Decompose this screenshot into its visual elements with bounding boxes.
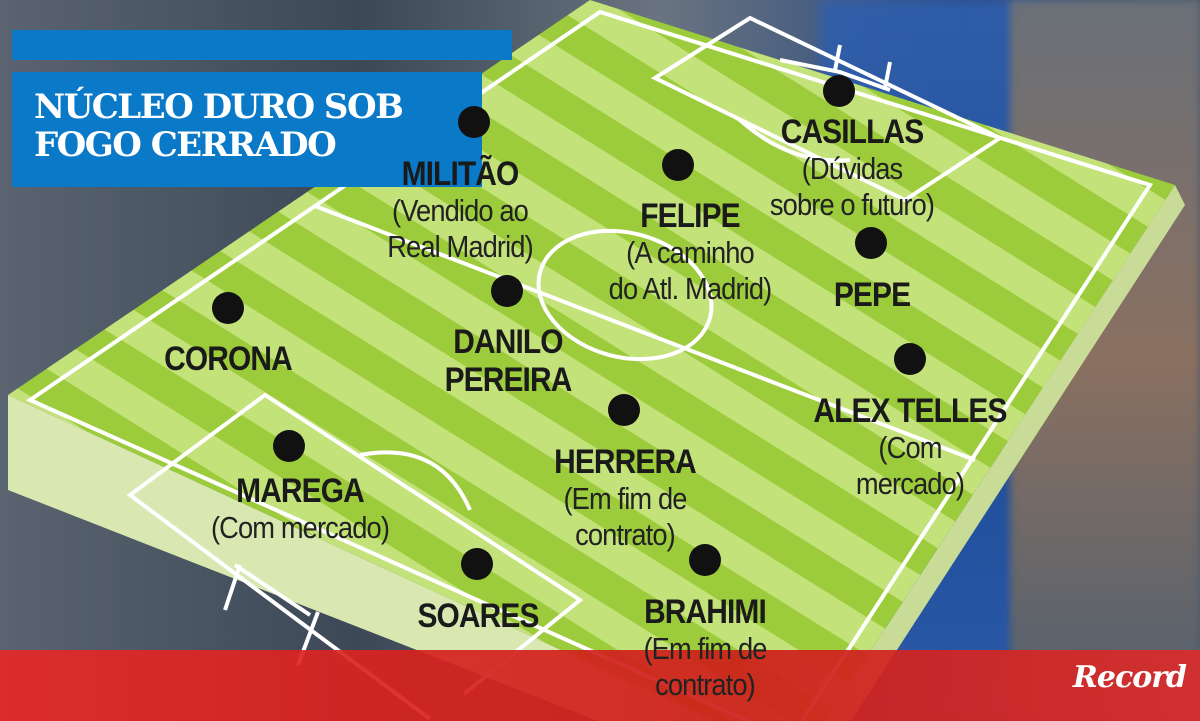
footer-band [0,650,1200,721]
player-note: (Em fim de [643,631,767,666]
player-name: PEREIRA [444,361,573,399]
player-dot-danilo [491,275,523,307]
player-label-danilo-pereira: DANILO PEREIRA [436,323,580,399]
player-label-alex-telles: ALEX TELLES (Com mercado) [800,392,1019,502]
player-name: FELIPE [640,197,740,235]
player-note: (Com mercado) [210,510,390,545]
player-note: mercado) [855,466,965,501]
player-name: MAREGA [236,472,365,510]
player-name: ALEX TELLES [813,392,1007,430]
pitch-surface [8,0,1175,721]
player-name: PEPE [833,276,911,314]
player-name: CASILLAS [780,113,924,151]
player-dot-marega [273,430,305,462]
player-label-brahimi: BRAHIMI (Em fim de contrato) [635,593,775,703]
player-label-felipe: FELIPE (A caminho do Atl. Madrid) [598,197,783,307]
player-name: CORONA [164,340,293,378]
player-dot-militao [458,106,490,138]
player-dot-soares [461,548,493,580]
player-name: HERRERA [554,443,697,481]
title-accent-bar [12,30,512,60]
player-dot-casillas [823,75,855,107]
player-dot-pepe [855,227,887,259]
player-note: (Vendido ao [392,193,529,228]
headline-line-2: FOGO CERRADO [34,125,337,165]
player-note: (Com [878,430,942,465]
player-note: sobre o futuro) [769,187,935,222]
player-label-herrera: HERRERA (Em fim de contrato) [544,443,705,553]
player-note: contrato) [575,517,676,552]
player-dot-corona [212,292,244,324]
player-label-casillas: CASILLAS (Dúvidas sobre o futuro) [759,113,946,223]
player-note: (A caminho [626,235,755,270]
player-note: Real Madrid) [387,229,533,264]
pitch-markings [25,9,1154,721]
player-label-soares: SOARES [409,597,547,635]
title-box [12,72,482,187]
player-name: SOARES [417,597,539,635]
player-dot-alex-telles [894,343,926,375]
headline-line-1: NÚCLEO DURO SOB [34,87,404,127]
pitch-edge-right [825,185,1185,721]
headline: NÚCLEO DURO SOB FOGO CERRADO [34,87,404,165]
player-dot-brahimi [689,544,721,576]
player-note: (Em fim de [563,481,687,516]
player-label-marega: MAREGA (Com mercado) [199,472,401,546]
player-dot-felipe [662,149,694,181]
player-name: BRAHIMI [644,593,767,631]
player-label-corona: CORONA [155,340,300,378]
player-note: (Dúvidas [801,151,903,186]
player-note: contrato) [655,667,756,702]
player-label-pepe: PEPE [829,276,916,314]
player-note: do Atl. Madrid) [608,271,773,306]
player-name: DANILO [453,323,563,361]
player-dot-herrera [608,394,640,426]
record-logo: Record [1072,660,1187,695]
player-name: MILITÃO [401,155,520,193]
player-label-militao: MILITÃO (Vendido ao Real Madrid) [377,155,542,265]
